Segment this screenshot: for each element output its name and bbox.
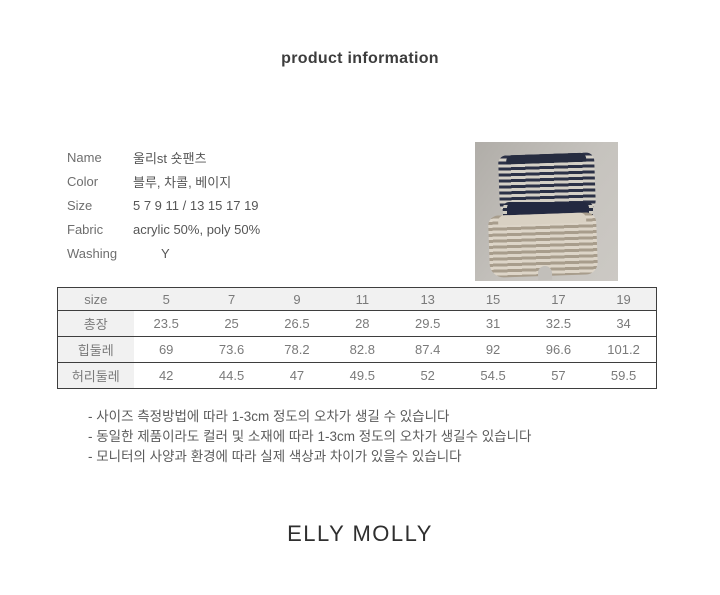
detail-row-size: Size 5 7 9 11 / 13 15 17 19 — [67, 193, 260, 217]
table-cell: 42 — [133, 362, 199, 389]
note-line: - 사이즈 측정방법에 따라 1-3cm 정도의 오차가 생길 수 있습니다 — [88, 409, 450, 424]
row-label: 힙둘레 — [57, 336, 134, 363]
table-cell: 101.2 — [591, 336, 658, 363]
table-cell: 44.5 — [198, 362, 265, 389]
detail-value: Y — [161, 245, 170, 261]
row-label: 총장 — [57, 310, 134, 337]
beige-striped-shorts-image — [487, 212, 599, 278]
size-table-row-length: 총장 23.5 25 26.5 28 29.5 31 32.5 34 — [57, 310, 658, 337]
row-label: 허리둘레 — [57, 362, 134, 389]
table-cell: 92 — [460, 336, 526, 363]
note-line: - 모니터의 사양과 환경에 따라 실제 색상과 차이가 있을수 있습니다 — [88, 449, 462, 464]
table-cell: 29.5 — [395, 310, 461, 337]
size-table-header-cell: 11 — [329, 287, 395, 311]
detail-label: Fabric — [67, 221, 104, 237]
table-cell: 52 — [395, 362, 461, 389]
note-line: - 동일한 제품이라도 컬러 및 소재에 따라 1-3cm 정도의 오차가 생길… — [88, 429, 532, 444]
table-cell: 59.5 — [591, 362, 658, 389]
size-table-header-cell: 19 — [591, 287, 658, 311]
table-cell: 57 — [525, 362, 592, 389]
size-table-header-cell: 13 — [395, 287, 461, 311]
detail-value: 5 7 9 11 / 13 15 17 19 — [133, 197, 259, 213]
detail-row-fabric: Fabric acrylic 50%, poly 50% — [67, 217, 260, 241]
detail-row-washing: Washing Y — [67, 241, 260, 265]
table-cell: 69 — [133, 336, 199, 363]
size-notes: - 사이즈 측정방법에 따라 1-3cm 정도의 오차가 생길 수 있습니다 -… — [88, 407, 531, 467]
table-cell: 96.6 — [525, 336, 592, 363]
detail-label: Size — [67, 197, 93, 213]
size-table-header-cell: 5 — [133, 287, 199, 311]
detail-label: Color — [67, 173, 99, 189]
size-table-header-cell: 9 — [264, 287, 330, 311]
size-table-header-cell: 7 — [198, 287, 265, 311]
table-cell: 34 — [591, 310, 658, 337]
table-cell: 87.4 — [395, 336, 461, 363]
size-table-row-waist: 허리둘레 42 44.5 47 49.5 52 54.5 57 59.5 — [57, 362, 658, 389]
table-cell: 82.8 — [329, 336, 395, 363]
table-cell: 54.5 — [460, 362, 526, 389]
size-table-header-cell: size — [57, 287, 134, 311]
detail-row-color: Color 블루, 차콜, 베이지 — [67, 169, 260, 193]
size-table-row-hip: 힙둘레 69 73.6 78.2 82.8 87.4 92 96.6 101.2 — [57, 336, 658, 363]
size-table-header-row: size 5 7 9 11 13 15 17 19 — [57, 287, 658, 311]
detail-value: 울리st 숏팬츠 — [133, 150, 207, 166]
table-cell: 47 — [264, 362, 330, 389]
size-table-header-cell: 17 — [525, 287, 592, 311]
detail-row-name: Name 울리st 숏팬츠 — [67, 145, 260, 169]
detail-label: Name — [67, 149, 102, 165]
table-cell: 28 — [329, 310, 395, 337]
size-table-header-cell: 15 — [460, 287, 526, 311]
page-title: product information — [281, 50, 439, 67]
table-cell: 49.5 — [329, 362, 395, 389]
detail-value: acrylic 50%, poly 50% — [133, 221, 261, 237]
size-table: size 5 7 9 11 13 15 17 19 총장 23.5 25 26.… — [57, 287, 658, 389]
table-cell: 78.2 — [264, 336, 330, 363]
table-cell: 26.5 — [264, 310, 330, 337]
table-cell: 23.5 — [133, 310, 199, 337]
brand-logo: ELLY MOLLY — [287, 521, 433, 546]
product-details: Name 울리st 숏팬츠 Color 블루, 차콜, 베이지 Size 5 7… — [67, 145, 260, 265]
table-cell: 32.5 — [525, 310, 592, 337]
table-cell: 25 — [198, 310, 265, 337]
detail-value: 블루, 차콜, 베이지 — [133, 174, 232, 190]
table-cell: 73.6 — [198, 336, 265, 363]
product-photo — [475, 142, 618, 281]
table-cell: 31 — [460, 310, 526, 337]
detail-label: Washing — [67, 245, 118, 261]
